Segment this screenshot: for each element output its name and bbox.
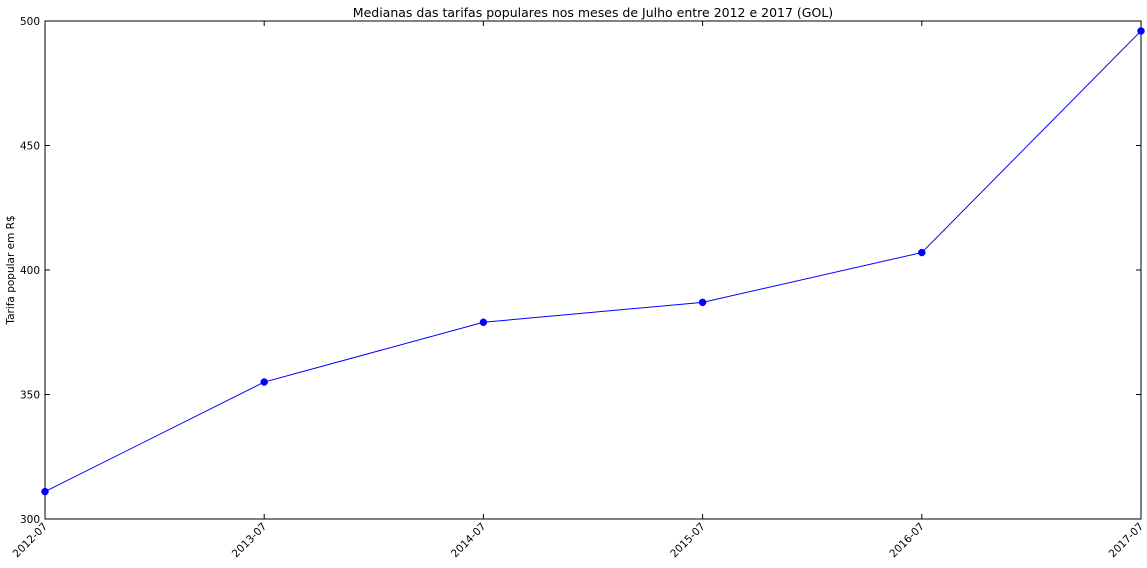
y-axis-ticks: 300 350 400 450 500 [20, 16, 1141, 526]
y-axis-label: Tarifa popular em R$ [5, 215, 17, 325]
y-tick-label: 300 [20, 514, 40, 526]
data-point [479, 318, 488, 327]
x-tick-label: 2017-07 [1107, 521, 1147, 561]
x-axis-ticks: 2012-07 2013-07 2014-07 2015-07 2016-07 2017-… [11, 21, 1147, 561]
data-point [698, 298, 707, 307]
series-group [41, 27, 1145, 496]
y-tick-label: 400 [20, 265, 40, 277]
x-tick-label: 2016-07 [887, 521, 927, 561]
data-point [918, 248, 926, 257]
plot-frame [44, 20, 1142, 520]
y-tick-label: 450 [20, 141, 40, 153]
data-point [260, 378, 268, 386]
y-tick-label: 500 [20, 16, 40, 28]
data-point [1137, 27, 1145, 35]
data-point [41, 487, 49, 496]
x-tick-label: 2015-07 [668, 521, 708, 561]
chart-title: Medianas das tarifas populares nos meses… [353, 5, 833, 20]
y-tick-label: 350 [20, 390, 40, 402]
series-line [44, 30, 1142, 493]
x-tick-label: 2012-07 [11, 521, 51, 561]
x-tick-label: 2013-07 [230, 521, 270, 561]
x-tick-label: 2014-07 [449, 521, 489, 561]
